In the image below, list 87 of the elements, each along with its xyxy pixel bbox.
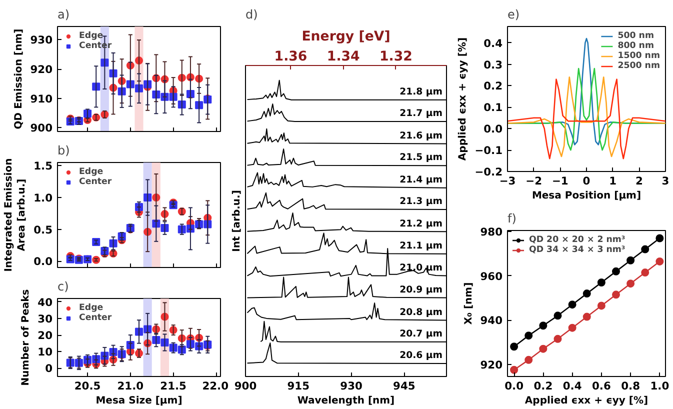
x-tick-label: 945 [393, 380, 416, 392]
legend-label: QD 34 × 34 × 3 nm³ [529, 245, 626, 255]
chart-title: f) [508, 212, 516, 226]
y-tick-label: 0 [45, 362, 53, 376]
y-tick-label: 940 [480, 314, 503, 328]
x-tick-label: 3 [662, 174, 670, 188]
y-tick-label: 10 [38, 346, 53, 359]
x-axis-title: Mesa Size [μm] [96, 396, 182, 406]
y-tick-label: 0.1 [484, 101, 503, 114]
legend-label: 800 nm [618, 41, 654, 51]
x-tick-label: 915 [287, 380, 310, 392]
x-tick-label: 0.6 [592, 380, 611, 392]
y-axis-title: QD Emission [nm] [13, 28, 24, 130]
series-label: 21.6 μm [400, 130, 442, 142]
x-tick-label: 900 [234, 380, 257, 392]
x-tick-label: 0 [582, 174, 590, 188]
series-label: 21.8 μm [400, 86, 442, 98]
y-tick-label: −0.1 [474, 144, 503, 158]
x-axis-title: Mesa Position [μm] [532, 190, 642, 202]
x-tick-label: 0.2 [534, 380, 553, 392]
x-tick-label: 2 [635, 174, 643, 188]
y-tick-label: 920 [480, 358, 503, 372]
x2-tick-label: 1.32 [380, 50, 412, 64]
x-tick-label: 21.0 [117, 380, 144, 392]
chart-title: a) [58, 8, 70, 22]
legend-label: QD 20 × 20 × 2 nm³ [529, 235, 626, 245]
series-label: 21.1 μm [400, 240, 442, 252]
legend-label: Center [79, 313, 112, 323]
x-tick-label: 1.0 [650, 380, 670, 392]
y-tick-label: 960 [480, 270, 503, 283]
x2-tick-label: 1.36 [274, 50, 308, 64]
x-tick-label: 21.5 [160, 380, 186, 392]
x-tick-label: 20.5 [74, 380, 101, 392]
y-tick-label: 920 [30, 63, 53, 76]
y-tick-label: 0.5 [34, 223, 53, 236]
y-tick-label: 30 [38, 312, 53, 326]
y-axis-title: Integrated Emission Area [arb.u.] [3, 158, 28, 272]
chart-title: c) [58, 280, 69, 294]
x-tick-label: 22.0 [202, 380, 229, 392]
chart-title: d) [246, 8, 258, 22]
legend-label: Edge [79, 31, 104, 41]
legend-label: Edge [79, 167, 104, 177]
y-tick-label: 0.0 [34, 255, 53, 268]
x-tick-label: −1 [552, 174, 568, 188]
y-tick-label: 900 [30, 122, 53, 135]
x-tick-label: 0.0 [504, 380, 524, 392]
x-tick-label: 930 [340, 380, 362, 392]
y-axis-title: Number of Peaks [20, 289, 32, 386]
y-tick-label: 0.0 [484, 122, 503, 136]
x-tick-label: −2 [526, 174, 542, 188]
y-tick-label: 40 [38, 296, 53, 309]
y-tick-label: 930 [30, 34, 53, 47]
x-tick-label: 0.4 [562, 380, 582, 392]
series-label: 21.5 μm [400, 152, 442, 164]
y-tick-label: 20 [38, 329, 53, 342]
series-label: 20.6 μm [400, 350, 442, 362]
chart-title: b) [58, 144, 70, 158]
legend-label: 500 nm [618, 31, 654, 41]
y-axis-title: Int [arb.u.] [232, 190, 242, 252]
y-tick-label: 1.5 [34, 160, 53, 173]
series-label: 21.4 μm [400, 174, 442, 186]
y-tick-label: 910 [30, 92, 53, 106]
legend-label: 2500 nm [618, 61, 660, 71]
y-tick-label: 0.2 [484, 80, 503, 93]
series-label: 21.7 μm [400, 108, 442, 120]
y-tick-label: 0.4 [484, 36, 503, 50]
y-tick-label: 980 [480, 226, 503, 239]
legend-label: 1500 nm [618, 51, 660, 61]
x-tick-label: 0.8 [621, 380, 640, 392]
series-label: 20.9 μm [400, 284, 442, 296]
x-tick-label: 1 [609, 174, 617, 188]
x-axis-title: Applied ϵxx + ϵyy [%] [524, 396, 648, 406]
x-axis-title: Wavelength [nm] [297, 396, 395, 406]
legend-label: Center [79, 177, 112, 187]
series-label: 20.8 μm [400, 306, 442, 318]
y-axis-title: Applied ϵxx + ϵyy [%] [458, 37, 469, 161]
y-tick-label: 1.0 [34, 192, 53, 204]
series-label: 21.3 μm [400, 196, 442, 208]
legend-label: Edge [79, 303, 104, 313]
y-axis-title: X₀ [nm] [463, 282, 474, 325]
x2-axis-title: Energy [eV] [302, 30, 390, 44]
x2-tick-label: 1.34 [326, 50, 360, 64]
series-label: 21.0 μm [400, 262, 442, 274]
series-label: 20.7 μm [400, 328, 442, 340]
y-tick-label: 0.3 [484, 58, 503, 72]
chart-title: e) [508, 8, 520, 22]
series-label: 21.2 μm [400, 218, 442, 230]
